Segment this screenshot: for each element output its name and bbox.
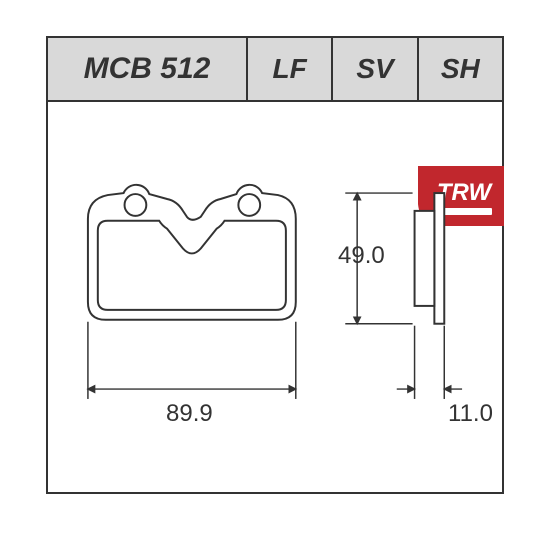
mount-hole-right — [238, 194, 260, 216]
code-cell-sv: SV — [333, 38, 418, 100]
dimension-thickness — [397, 326, 462, 399]
part-number: MCB 512 — [84, 52, 211, 86]
mount-hole-left — [125, 194, 147, 216]
part-number-cell: MCB 512 — [48, 38, 248, 100]
diagram-area: TRW — [48, 102, 502, 492]
dim-thick-label: 11.0 — [448, 400, 493, 428]
code-label: SV — [356, 53, 393, 85]
backing-plate — [434, 193, 444, 324]
drawing-frame: MCB 512 LF SV SH TRW — [46, 36, 504, 494]
side-view — [415, 193, 445, 324]
dim-height-label: 49.0 — [338, 242, 385, 270]
friction-pad — [415, 211, 435, 306]
code-cell-lf: LF — [248, 38, 333, 100]
front-view — [88, 185, 296, 320]
code-label: LF — [273, 53, 307, 85]
pad-outline — [88, 185, 296, 320]
code-label: SH — [441, 53, 480, 85]
dimension-width — [88, 322, 296, 399]
dim-width-label: 89.9 — [166, 400, 213, 428]
technical-drawing — [48, 102, 502, 492]
header-row: MCB 512 LF SV SH — [48, 38, 502, 102]
code-cell-sh: SH — [419, 38, 502, 100]
